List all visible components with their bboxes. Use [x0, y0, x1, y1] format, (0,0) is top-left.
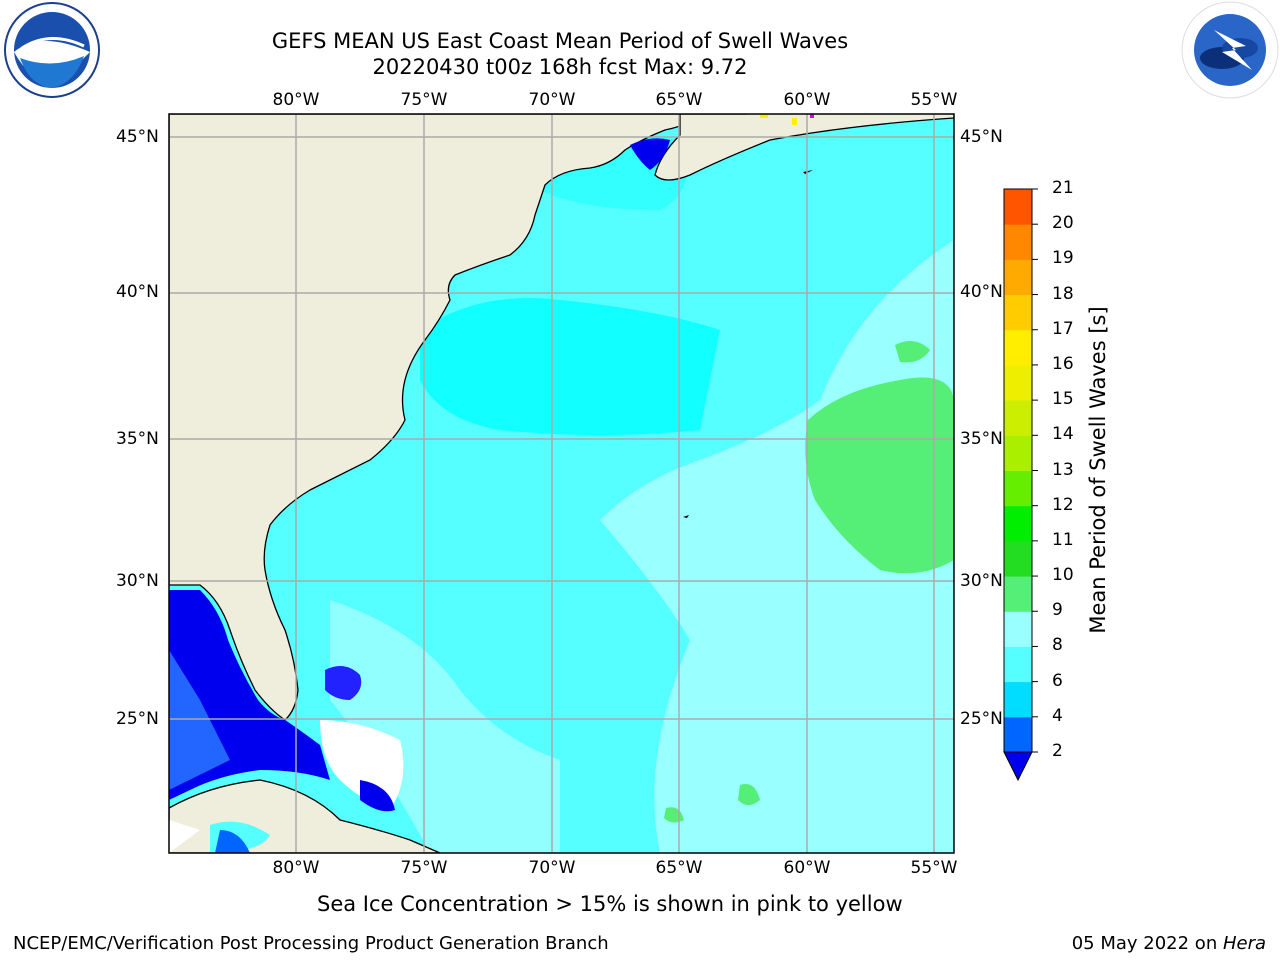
colorbar-tick-label: 16: [1052, 353, 1074, 374]
lat-label-left: 45°N: [116, 127, 159, 147]
colorbar-segment: [1004, 435, 1032, 471]
colorbar-segment: [1004, 576, 1032, 612]
lon-label-top: 75°W: [400, 90, 448, 110]
colorbar-tick-label: 13: [1052, 459, 1074, 480]
lat-label-right: 45°N: [960, 127, 1003, 147]
colorbar-segment: [1004, 329, 1032, 366]
lat-label-left: 40°N: [116, 282, 159, 302]
lon-label-top: 55°W: [910, 90, 958, 110]
colorbar-tick-label: 12: [1052, 494, 1074, 515]
colorbar-tick-label: 10: [1052, 565, 1074, 586]
colorbar-tick-label: 18: [1052, 283, 1074, 304]
colorbar-segment: [1004, 294, 1032, 331]
colorbar-tick-label: 17: [1052, 318, 1074, 339]
map-field: [169, 114, 954, 853]
lat-label-right: 35°N: [960, 429, 1003, 449]
lat-label-left: 30°N: [116, 571, 159, 591]
colorbar: [1003, 188, 1038, 753]
sea-ice-note: Sea Ice Concentration > 15% is shown in …: [317, 892, 903, 916]
lon-label-top: 60°W: [783, 90, 831, 110]
colorbar-segment: [1004, 540, 1032, 577]
colorbar-tick-label: 6: [1052, 670, 1063, 691]
colorbar-tick-label: 19: [1052, 248, 1074, 269]
lat-label-right: 30°N: [960, 571, 1003, 591]
lat-label-left: 25°N: [116, 709, 159, 729]
colorbar-segment: [1004, 364, 1032, 401]
colorbar-tick-label: 2: [1052, 741, 1063, 761]
footer-branch: NCEP/EMC/Verification Post Processing Pr…: [13, 933, 609, 954]
map-title: GEFS MEAN US East Coast Mean Period of S…: [271, 29, 849, 53]
colorbar-segment: [1004, 646, 1032, 683]
noaa-logo: [4, 2, 100, 98]
colorbar-tick-label: 11: [1052, 529, 1074, 550]
footer-host: Hera: [1222, 933, 1266, 954]
colorbar-segment: [1004, 470, 1032, 507]
colorbar-tick-label: 20: [1052, 213, 1074, 234]
colorbar-segment: [1004, 505, 1032, 542]
footer-date-text: 05 May 2022 on: [1071, 933, 1223, 954]
lon-label-top: 80°W: [272, 90, 320, 110]
colorbar-title: Mean Period of Swell Waves [s]: [1086, 306, 1110, 634]
lon-label-bottom: 60°W: [783, 858, 831, 878]
colorbar-tick-label: 9: [1052, 600, 1063, 621]
colorbar-segment: [1004, 259, 1032, 296]
lon-label-bottom: 70°W: [528, 858, 576, 878]
colorbar-segment: [1004, 611, 1032, 647]
lon-label-bottom: 80°W: [272, 858, 320, 878]
national-weather-service-logo: [1181, 1, 1279, 99]
lon-label-bottom: 75°W: [400, 858, 448, 878]
colorbar-tick-label: 21: [1052, 178, 1074, 198]
map-frame: [168, 113, 955, 854]
colorbar-segment: [1004, 400, 1032, 436]
lat-label-right: 25°N: [960, 709, 1003, 729]
colorbar-segment: [1004, 681, 1032, 718]
colorbar-under-triangle: [1003, 751, 1033, 782]
lon-label-top: 65°W: [655, 90, 703, 110]
lon-label-top: 70°W: [528, 90, 576, 110]
colorbar-tick-label: 8: [1052, 635, 1063, 656]
map-subtitle: 20220430 t00z 168h fcst Max: 9.72: [372, 55, 748, 79]
colorbar-tick-label: 15: [1052, 389, 1074, 410]
colorbar-segment: [1004, 224, 1032, 260]
graticule: [169, 114, 954, 853]
colorbar-tick-label: 4: [1052, 705, 1063, 726]
colorbar-segment: [1004, 189, 1032, 225]
lon-label-bottom: 65°W: [655, 858, 703, 878]
lon-label-bottom: 55°W: [910, 858, 958, 878]
footer-date: 05 May 2022 on Hera: [1072, 933, 1266, 954]
colorbar-segment: [1004, 716, 1032, 753]
lat-label-right: 40°N: [960, 282, 1003, 302]
lat-label-left: 35°N: [116, 429, 159, 449]
colorbar-tick-label: 14: [1052, 424, 1074, 445]
